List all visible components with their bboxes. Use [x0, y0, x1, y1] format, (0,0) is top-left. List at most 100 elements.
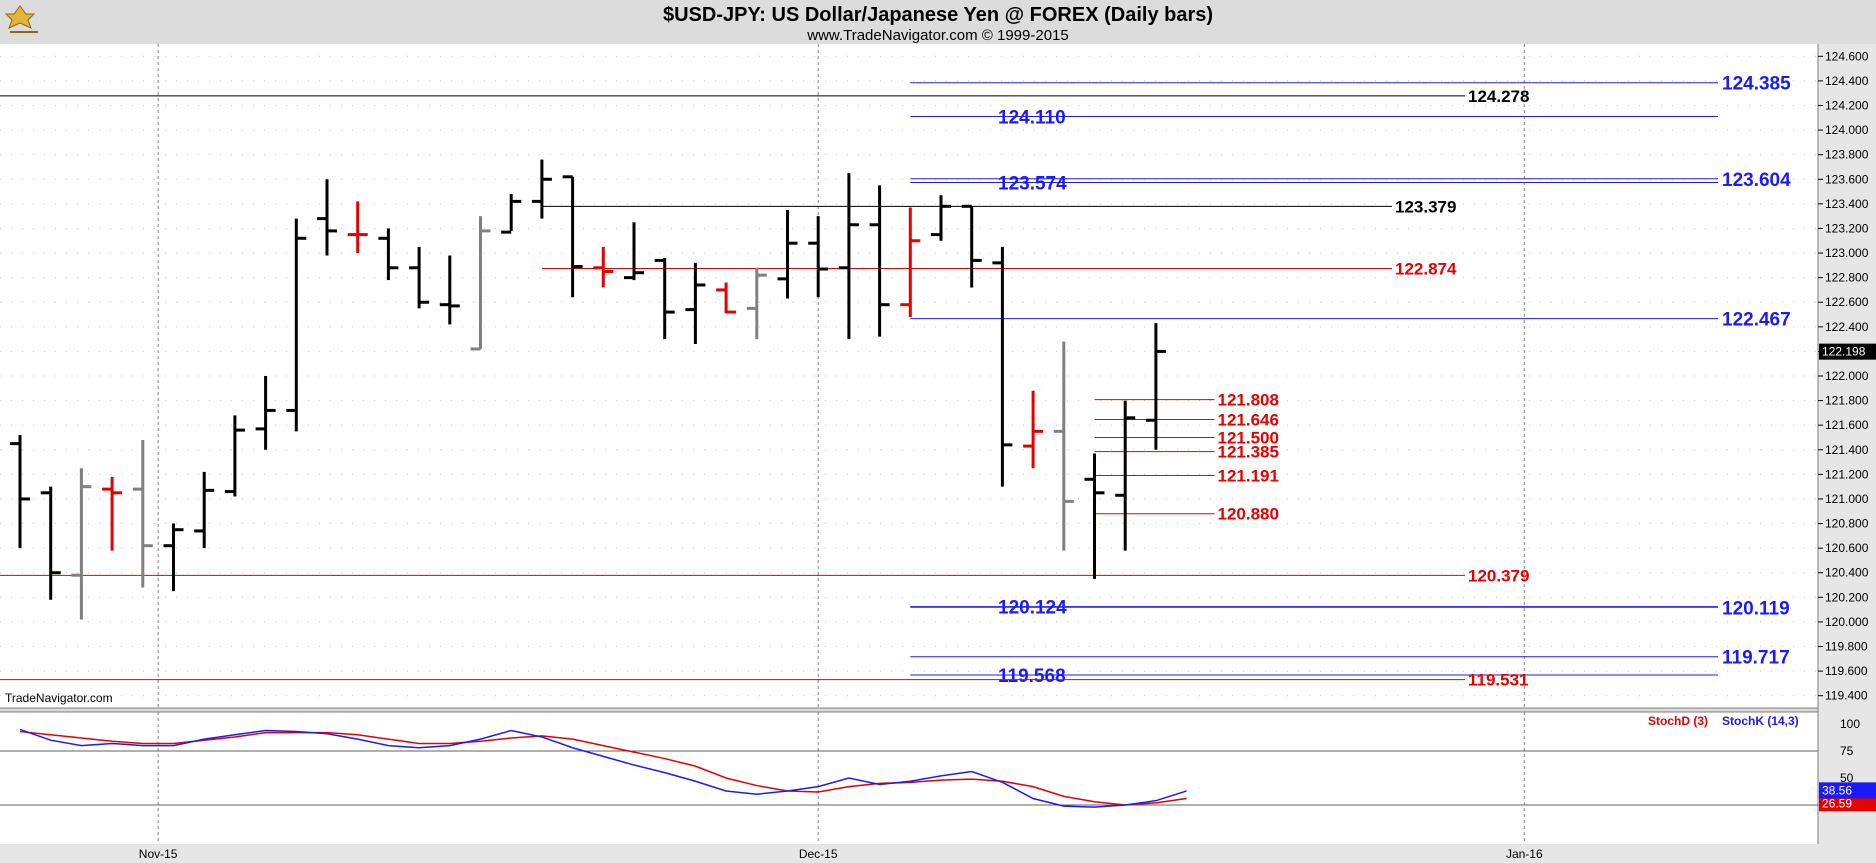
y-tick-label: 121.000 — [1825, 492, 1869, 506]
levels-layer: 124.385 124.278 124.110 123.604 123.574 123.3… — [0, 74, 1791, 690]
y-tick-label: 124.200 — [1825, 98, 1869, 112]
grid-layer — [0, 44, 1818, 844]
y-tick-label: 123.200 — [1825, 221, 1869, 235]
level-label: 119.531 — [1468, 671, 1529, 690]
ohlc-bar — [624, 222, 644, 281]
x-tick-label: Jan-16 — [1506, 847, 1543, 861]
ohlc-bar — [838, 173, 859, 340]
y-tick-label: 122.400 — [1825, 320, 1869, 334]
ohlc-bar — [132, 439, 153, 588]
y-tick-label: 120.600 — [1825, 541, 1869, 555]
y-tick-label: 121.200 — [1825, 467, 1869, 481]
ohlc-bar — [716, 282, 737, 314]
x-axis-band — [0, 844, 1876, 863]
chart-title: $USD-JPY: US Dollar/Japanese Yen @ FOREX… — [663, 4, 1213, 26]
level-label: 121.385 — [1218, 443, 1279, 462]
y-tick-label: 122.800 — [1825, 271, 1869, 285]
ohlc-bar — [531, 159, 552, 219]
level-label: 121.191 — [1218, 466, 1279, 485]
y-tick-label: 123.800 — [1825, 148, 1869, 162]
ohlc-bar — [10, 435, 30, 549]
stoch-panel — [0, 712, 1818, 844]
ohlc-bar — [562, 175, 583, 298]
ohlc-bar — [900, 207, 921, 317]
ohlc-bar — [777, 210, 798, 299]
y-axis-band — [1818, 44, 1876, 844]
level-label: 121.646 — [1218, 411, 1279, 430]
y-tick-label: 123.600 — [1825, 172, 1869, 186]
stoch-value-tag — [1819, 795, 1876, 812]
ohlc-bar — [286, 218, 307, 432]
y-tick-label: 120.800 — [1825, 517, 1869, 531]
ohlc-bar — [1023, 390, 1044, 469]
level-label: 122.874 — [1395, 260, 1457, 279]
stoch-tick-label: 75 — [1840, 744, 1854, 758]
stoch-tick-label: 100 — [1840, 717, 1860, 731]
ohlc-bar — [71, 468, 92, 620]
ohlc-bar — [40, 486, 61, 600]
ohlc-bar — [1145, 323, 1166, 450]
y-tick-label: 123.400 — [1825, 197, 1869, 211]
tradenavigator-logo — [4, 5, 38, 33]
stoch-series-line — [19, 730, 1187, 806]
ohlc-bar — [869, 185, 890, 337]
level-label: 119.568 — [998, 666, 1066, 687]
y-tick-label: 121.800 — [1825, 394, 1869, 408]
level-label: 119.717 — [1722, 648, 1790, 669]
level-label: 122.467 — [1722, 310, 1791, 331]
last-price-tag — [1819, 343, 1876, 360]
ohlc-bar — [808, 216, 829, 298]
price-panel — [0, 44, 1818, 708]
y-tick-label: 119.800 — [1825, 640, 1868, 654]
stoch-value-tag — [1819, 782, 1876, 799]
ohlc-bar — [1115, 400, 1136, 551]
level-label: 120.880 — [1218, 505, 1279, 524]
ohlc-bar — [992, 246, 1013, 487]
y-tick-label: 124.000 — [1825, 123, 1869, 137]
stoch-value-label: 38.56 — [1822, 783, 1852, 797]
stoch-legend: StochD (3) — [1648, 714, 1708, 728]
level-label: 120.379 — [1468, 566, 1529, 585]
x-tick-label: Dec-15 — [799, 847, 838, 861]
ohlc-bar — [255, 376, 276, 450]
stoch-legend: StochK (14,3) — [1722, 714, 1799, 728]
y-tick-label: 122.600 — [1825, 295, 1869, 309]
chart-subtitle: www.TradeNavigator.com © 1999-2015 — [806, 27, 1068, 44]
ohlc-bar — [1084, 453, 1105, 579]
y-tick-label: 119.400 — [1825, 689, 1868, 703]
stoch-value-label: 26.59 — [1822, 796, 1852, 810]
ohlc-bar — [194, 471, 215, 549]
y-tick-label: 124.400 — [1825, 74, 1869, 88]
ohlc-bar — [931, 195, 951, 241]
ohlc-bar — [961, 204, 982, 288]
y-tick-label: 120.200 — [1825, 590, 1869, 604]
ohlc-bar — [378, 228, 399, 281]
ohlc-bar — [409, 246, 430, 309]
watermark: TradeNavigator.com — [5, 691, 113, 705]
last-price-label: 122.198 — [1822, 345, 1866, 359]
ohlc-bar — [685, 262, 706, 345]
ohlc-bar — [593, 246, 614, 288]
y-tick-label: 122.000 — [1825, 369, 1869, 383]
ohlc-bar — [347, 201, 368, 254]
y-tick-label: 123.000 — [1825, 246, 1869, 260]
ohlc-bar — [224, 415, 245, 497]
y-tick-label: 124.600 — [1825, 49, 1869, 63]
level-label: 124.110 — [998, 108, 1066, 129]
level-label: 121.500 — [1218, 428, 1279, 447]
stoch-series-line — [19, 728, 1187, 808]
axis-layer: 124.600 124.400 124.200 124.000 123.800 123.6… — [139, 49, 1876, 861]
y-tick-label: 119.600 — [1825, 664, 1868, 678]
ohlc-bar — [654, 257, 675, 340]
y-tick-label: 120.400 — [1825, 566, 1869, 580]
x-tick-label: Nov-15 — [139, 847, 178, 861]
y-tick-label: 120.000 — [1825, 615, 1869, 629]
ohlc-bar — [163, 523, 184, 592]
level-label: 120.119 — [1722, 598, 1790, 619]
ohlc-bar — [501, 194, 522, 234]
level-label: 120.124 — [998, 598, 1067, 619]
level-label: 124.385 — [1722, 74, 1791, 95]
stoch-layer: StochD (3) StochK (14,3) — [0, 714, 1818, 808]
level-label: 124.278 — [1468, 87, 1529, 106]
